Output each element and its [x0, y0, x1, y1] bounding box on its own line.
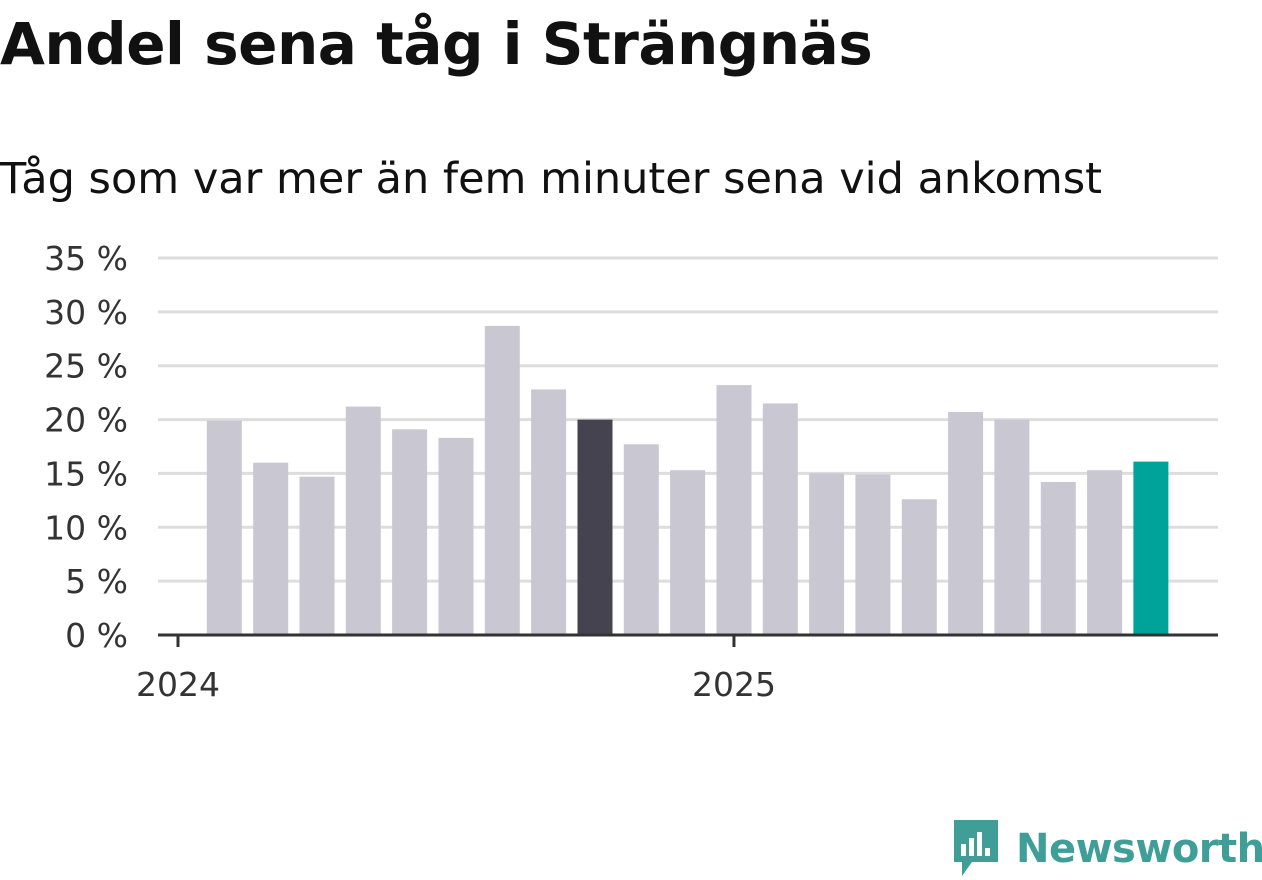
bar-2025-09: [1087, 470, 1123, 635]
y-tick-label: 0 %: [65, 616, 128, 655]
bar-2025-07: [994, 419, 1030, 635]
bar-2025-04: [855, 474, 891, 635]
y-tick-label: 10 %: [44, 508, 128, 547]
y-tick-label: 35 %: [44, 239, 128, 278]
bar-2025-02: [762, 403, 798, 635]
y-tick-label: 15 %: [44, 454, 128, 493]
x-tick-label: 2024: [136, 665, 220, 704]
newsworthy-logo-text: Newsworthy: [1016, 826, 1262, 872]
bar-2024-09: [531, 389, 567, 635]
y-tick-label: 5 %: [65, 562, 128, 601]
bar-2025-03: [809, 473, 845, 635]
bar-2024-08: [484, 325, 520, 635]
bar-2024-05: [345, 406, 381, 635]
bar-2024-06: [392, 429, 428, 635]
bar-2025-10: [1133, 461, 1169, 635]
x-axis: [158, 633, 1218, 647]
bar-2024-02: [206, 420, 242, 635]
bar-2025-01: [716, 385, 752, 635]
bar-2025-06: [948, 412, 984, 635]
bar-2025-05: [901, 499, 937, 635]
y-tick-label: 25 %: [44, 347, 128, 386]
bar-2024-12: [670, 470, 706, 635]
bar-2024-10: [577, 419, 613, 635]
bar-2024-04: [299, 476, 335, 635]
y-tick-label: 30 %: [44, 293, 128, 332]
x-tick-label: 2025: [692, 665, 776, 704]
bar-2024-11: [623, 444, 659, 635]
tick-labels: 0 % 5 % 10 % 15 % 20 % 25 % 30 % 35 % 2024 2025: [44, 239, 776, 704]
chart-subtitle: Tåg som var mer än fem minuter sena vid …: [0, 154, 1103, 204]
bar-2024-03: [253, 462, 289, 635]
chart-title: Andel sena tåg i Strängnäs: [0, 10, 873, 78]
newsworthy-logo-icon: [954, 820, 998, 876]
newsworthy-logo: Newsworthy: [950, 818, 1262, 880]
bar-2024-07: [438, 437, 474, 635]
y-tick-label: 20 %: [44, 401, 128, 440]
bar-2025-08: [1040, 482, 1076, 635]
bars: [206, 325, 1169, 635]
